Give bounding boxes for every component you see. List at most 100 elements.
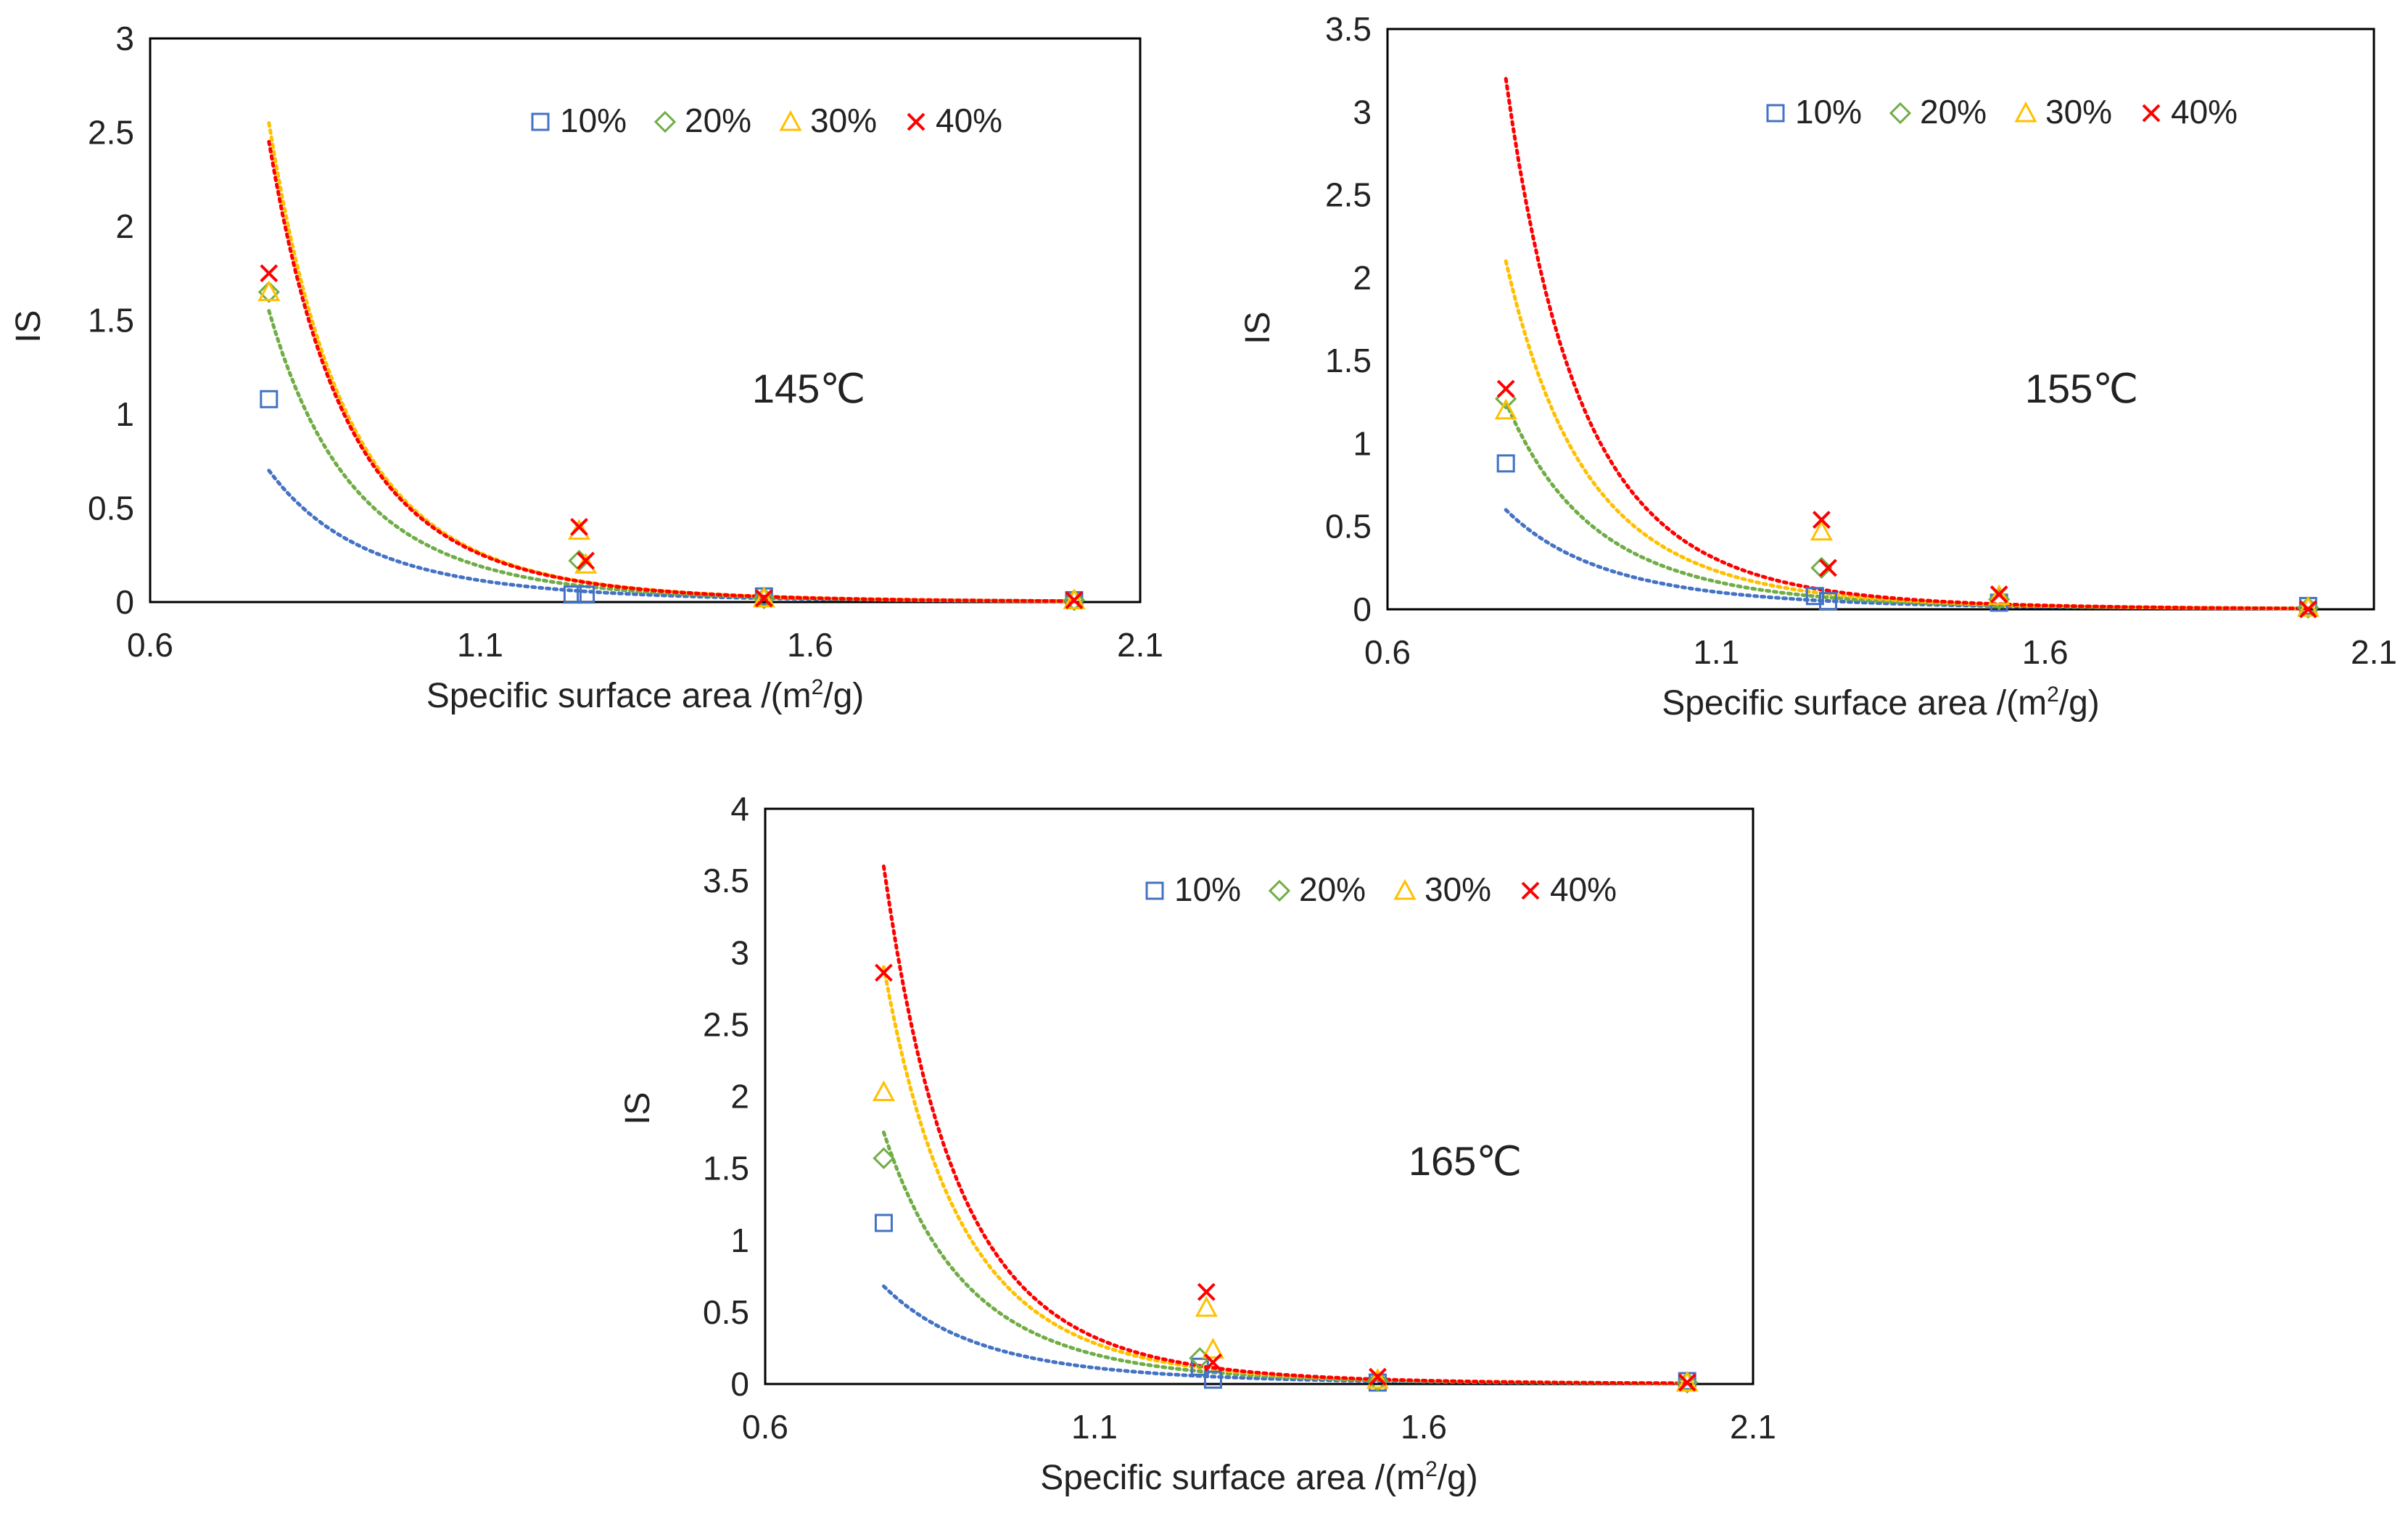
legend-marker-10pct <box>1766 104 1785 123</box>
temperature-label: 145℃ <box>752 366 865 411</box>
y-tick-label: 3 <box>115 20 134 57</box>
legend-label: 20% <box>1299 870 1366 908</box>
y-tick-label: 0.5 <box>88 490 134 527</box>
data-point-30pct <box>1063 588 1086 609</box>
data-point-40pct <box>1990 585 2008 604</box>
legend-label: 10% <box>1795 93 1862 131</box>
temperature-label: 165℃ <box>1409 1138 1522 1184</box>
data-point-40pct <box>1678 1373 1696 1392</box>
y-tick-label: 3.5 <box>1325 10 1372 48</box>
y-tick-label: 0 <box>1353 590 1372 628</box>
data-point-40pct <box>1496 379 1515 398</box>
y-tick-label: 1.5 <box>703 1150 749 1187</box>
x-axis-title-main: Specific surface area /(m <box>1040 1459 1425 1497</box>
y-tick-label: 0.5 <box>703 1293 749 1331</box>
trendline-40pct <box>881 864 1689 1385</box>
y-tick-label: 4 <box>730 790 749 828</box>
y-tick-label: 0 <box>730 1365 749 1403</box>
data-point-40pct <box>1819 559 1837 577</box>
y-tick-label: 1 <box>730 1222 749 1259</box>
data-point-30pct <box>257 280 281 302</box>
y-tick-label: 0.5 <box>1325 508 1372 545</box>
data-point-10pct <box>874 1214 893 1232</box>
legend-label: 10% <box>560 102 627 139</box>
data-point-40pct <box>754 589 773 608</box>
plot-area <box>1386 28 2375 611</box>
legend-label: 40% <box>2171 93 2238 131</box>
y-tick-label: 3.5 <box>703 862 749 899</box>
y-tick-label: 2.5 <box>88 114 134 152</box>
y-tick-label: 2 <box>115 207 134 245</box>
trendline-40pct <box>267 139 1076 604</box>
legend-marker-20pct <box>1889 102 1912 125</box>
data-point-10pct <box>1818 592 1837 611</box>
legend-marker-30pct <box>779 110 802 131</box>
data-point-10pct <box>1496 454 1515 473</box>
y-tick-label: 3 <box>730 934 749 971</box>
data-point-40pct <box>2298 600 2317 619</box>
legend-label: 20% <box>1920 93 1987 131</box>
data-point-40pct <box>577 551 595 570</box>
legend-label: 30% <box>1424 870 1491 908</box>
data-point-40pct <box>570 517 588 536</box>
data-point-10pct <box>563 585 582 604</box>
x-axis-title-superscript: 2 <box>812 675 824 699</box>
trendline-40pct <box>1504 77 2310 611</box>
data-point-40pct <box>1369 1367 1387 1386</box>
x-tick-label: 2.1 <box>1117 626 1163 664</box>
legend-label: 40% <box>1550 870 1617 908</box>
x-axis-title: Specific surface area /(m2/g) <box>426 675 865 715</box>
data-point-30pct <box>1195 1296 1218 1317</box>
y-tick-label: 2 <box>1353 259 1372 297</box>
y-tick-label: 1 <box>1353 424 1372 462</box>
y-axis-title: IS <box>619 1092 657 1124</box>
legend-marker-10pct <box>1145 881 1164 900</box>
plot-area <box>149 37 1142 604</box>
y-tick-label: 0 <box>115 583 134 621</box>
data-point-20pct <box>1063 589 1086 611</box>
data-point-10pct <box>1805 587 1824 606</box>
x-tick-label: 2.1 <box>1730 1408 1776 1446</box>
y-tick-label: 2.5 <box>1325 176 1372 214</box>
data-point-40pct <box>260 264 279 283</box>
data-point-20pct <box>873 1147 895 1169</box>
data-point-40pct <box>1204 1353 1222 1372</box>
data-point-30pct <box>872 1080 895 1102</box>
x-axis-title-tail: /g) <box>823 677 864 715</box>
x-tick-label: 0.6 <box>127 626 173 664</box>
x-tick-label: 1.1 <box>457 626 503 664</box>
legend-marker-30pct <box>1393 878 1417 900</box>
x-tick-label: 1.1 <box>1693 633 1739 671</box>
data-point-30pct <box>1987 584 2011 606</box>
data-point-10pct <box>260 390 279 408</box>
legend-label: 10% <box>1174 870 1241 908</box>
x-axis-title-tail: /g) <box>1438 1459 1478 1497</box>
x-tick-label: 1.6 <box>787 626 833 664</box>
data-point-20pct <box>1810 556 1833 579</box>
data-point-30pct <box>2296 596 2320 617</box>
legend-marker-20pct <box>1268 879 1291 902</box>
data-point-20pct <box>753 587 775 609</box>
chart-panel-2: 0 0.5 1 1.5 2 2.5 3 3.5 0.6 1.1 1.6 2.1 Specific sur… <box>1239 10 2397 722</box>
y-tick-label: 1.5 <box>1325 342 1372 379</box>
y-tick-label: 3 <box>1353 93 1372 131</box>
x-axis-title: Specific surface area /(m2/g) <box>1662 683 2100 722</box>
data-point-30pct <box>752 586 775 608</box>
y-tick-label: 2.5 <box>703 1005 749 1043</box>
legend-label: 30% <box>2045 93 2112 131</box>
y-axis-title: IS <box>1239 311 1277 344</box>
x-axis-title-superscript: 2 <box>2047 683 2059 707</box>
y-axis-title: IS <box>9 310 48 342</box>
legend-marker-10pct <box>531 112 550 131</box>
data-point-40pct <box>1812 511 1831 529</box>
data-point-30pct <box>1810 519 1833 541</box>
x-tick-label: 0.6 <box>1364 633 1411 671</box>
y-tick-label: 1 <box>115 395 134 433</box>
legend-label: 30% <box>810 102 877 139</box>
x-tick-label: 1.6 <box>1401 1408 1447 1446</box>
legend: 10% 20% 30% 40% <box>1145 870 1617 908</box>
data-point-40pct <box>1197 1282 1216 1301</box>
x-axis-title-main: Specific surface area /(m <box>426 677 812 715</box>
x-tick-label: 0.6 <box>742 1408 788 1446</box>
